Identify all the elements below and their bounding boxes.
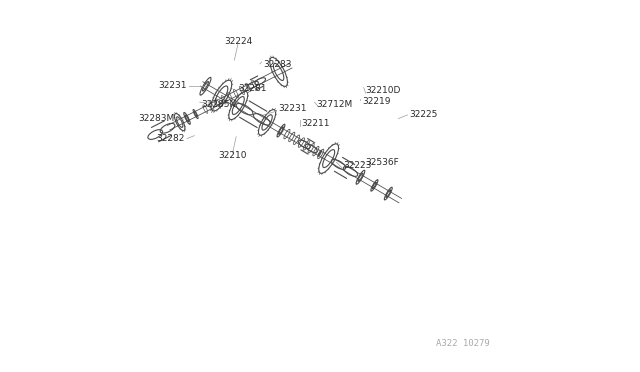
Text: 32223: 32223	[344, 161, 372, 170]
Text: 32283M: 32283M	[138, 114, 174, 123]
Text: 32210: 32210	[218, 151, 247, 160]
Text: 32210D: 32210D	[365, 86, 401, 95]
Text: 32231: 32231	[278, 104, 307, 113]
Text: 32224: 32224	[224, 37, 252, 46]
Text: 32219: 32219	[362, 97, 390, 106]
Text: 32281: 32281	[238, 84, 266, 93]
Text: 32231: 32231	[159, 81, 187, 90]
Text: 32211: 32211	[302, 119, 330, 128]
Text: 32283: 32283	[264, 60, 292, 69]
Text: 32282: 32282	[157, 134, 185, 143]
Text: 32285N: 32285N	[202, 100, 237, 109]
Text: 32225: 32225	[410, 110, 438, 119]
Text: 32712M: 32712M	[316, 100, 353, 109]
Text: 32536F: 32536F	[365, 158, 399, 167]
Text: A322 10279: A322 10279	[436, 339, 490, 348]
